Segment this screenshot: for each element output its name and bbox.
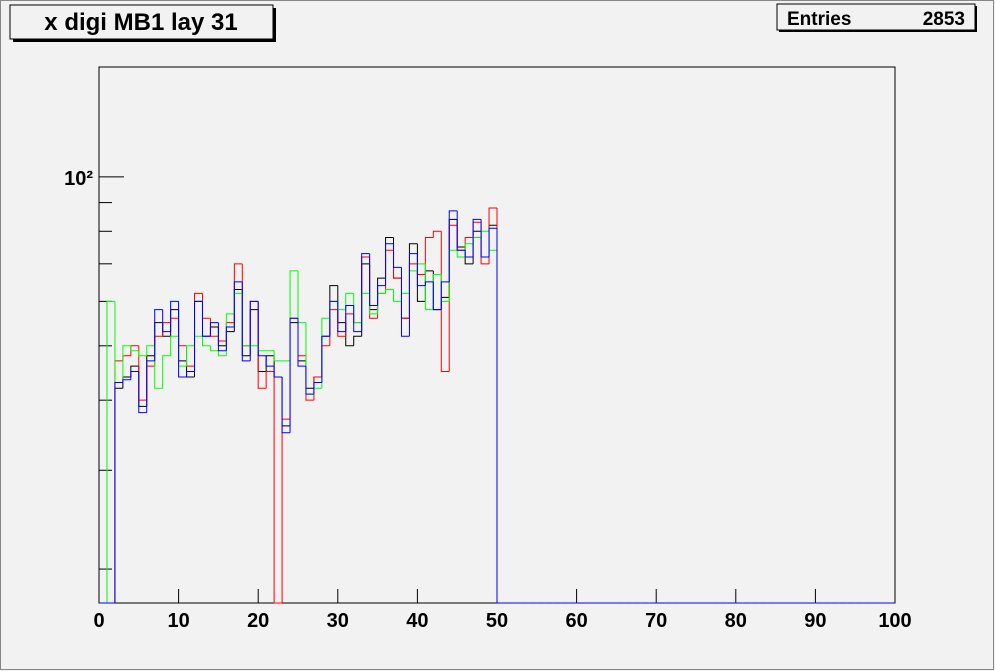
stats-box bbox=[776, 3, 976, 31]
x-tick-label: 10 bbox=[167, 610, 189, 632]
x-tick-label: 50 bbox=[486, 610, 508, 632]
hist-bin bbox=[146, 345, 155, 356]
hist-bin bbox=[217, 350, 227, 357]
hist-bin bbox=[305, 366, 314, 395]
hist-bin bbox=[408, 253, 418, 337]
hist-bin bbox=[329, 300, 338, 337]
stats-label: Entries bbox=[787, 9, 851, 30]
x-tick-label: 30 bbox=[327, 610, 349, 632]
x-tick-label: 90 bbox=[804, 610, 826, 632]
hist-bin bbox=[337, 301, 346, 333]
hist-bin bbox=[448, 210, 458, 282]
hist-bin bbox=[345, 292, 354, 310]
hist-bin bbox=[265, 355, 275, 367]
hist-bin bbox=[385, 288, 394, 294]
hist-bin bbox=[106, 300, 115, 603]
title-box bbox=[9, 4, 274, 40]
hist-bin bbox=[201, 336, 211, 347]
hist-bin bbox=[297, 318, 306, 367]
hist-bin bbox=[424, 263, 434, 311]
x-tick-label: 70 bbox=[645, 610, 667, 632]
hist-bin bbox=[313, 382, 322, 395]
x-tick-label: 60 bbox=[565, 610, 587, 632]
x-tick-label: 20 bbox=[247, 610, 269, 632]
stats-value: 2853 bbox=[923, 9, 965, 30]
hist-bin bbox=[393, 289, 402, 302]
hist-bin bbox=[130, 345, 139, 352]
hist-bin bbox=[400, 267, 410, 337]
hist-bin bbox=[369, 253, 378, 306]
hist-bin bbox=[289, 317, 298, 433]
hist-bin bbox=[432, 281, 442, 311]
hist-bin bbox=[138, 350, 147, 357]
y-tick-label: 10² bbox=[64, 168, 93, 190]
hist-bin bbox=[321, 335, 330, 383]
hist-bin bbox=[353, 305, 362, 333]
hist-bin bbox=[241, 281, 251, 362]
hist-bin bbox=[353, 335, 362, 346]
hist-bin bbox=[393, 243, 402, 268]
hist-bin bbox=[361, 253, 370, 332]
hist-bin bbox=[138, 371, 147, 414]
chart-title: x digi MB1 lay 31 bbox=[44, 9, 237, 36]
hist-bin bbox=[249, 300, 259, 361]
hist-bin bbox=[273, 371, 283, 604]
x-tick-label: 0 bbox=[93, 610, 104, 632]
hist-bin bbox=[496, 228, 505, 604]
hist-bin bbox=[186, 345, 195, 367]
hist-bin bbox=[146, 360, 155, 413]
hist-bin bbox=[217, 322, 227, 352]
hist-bin bbox=[273, 366, 283, 378]
hist-bin bbox=[273, 350, 283, 362]
hist-bin bbox=[456, 210, 466, 251]
hist-bin bbox=[162, 355, 171, 389]
x-tick-label: 80 bbox=[725, 610, 747, 632]
hist-bin bbox=[209, 345, 219, 352]
hist-bin bbox=[257, 301, 267, 357]
hist-bin bbox=[162, 309, 171, 333]
hist-bin bbox=[265, 370, 275, 389]
x-tick-label: 40 bbox=[406, 610, 428, 632]
hist-bin bbox=[440, 281, 450, 310]
hist-bin bbox=[424, 281, 434, 286]
hist-bin bbox=[201, 301, 211, 337]
hist-bin bbox=[178, 301, 187, 378]
hist-bin bbox=[209, 322, 219, 337]
hist-bin bbox=[194, 300, 203, 372]
hist-bin bbox=[114, 382, 123, 603]
hist-bin bbox=[432, 230, 442, 238]
hist-bin bbox=[480, 219, 490, 258]
hist-bin bbox=[154, 309, 163, 361]
hist-bin bbox=[130, 370, 139, 380]
hist-bin bbox=[345, 304, 354, 332]
hist-bin bbox=[186, 370, 195, 377]
hist-bin bbox=[170, 300, 179, 332]
hist-bin bbox=[456, 250, 466, 258]
hist-bin bbox=[472, 218, 482, 257]
x-tick-label: 100 bbox=[878, 610, 911, 632]
hist-bin bbox=[122, 345, 131, 383]
hist-bin bbox=[377, 285, 386, 306]
hist-bin bbox=[233, 281, 243, 328]
hist-bin bbox=[225, 326, 235, 351]
hist-bin bbox=[122, 379, 131, 383]
hist-bin bbox=[424, 236, 434, 275]
hist-bin bbox=[385, 243, 394, 286]
hist-bin bbox=[488, 227, 497, 257]
hist-bin bbox=[416, 253, 426, 287]
hist-bin bbox=[281, 376, 291, 434]
hist-bin bbox=[170, 335, 179, 356]
hist-bin bbox=[464, 250, 474, 258]
